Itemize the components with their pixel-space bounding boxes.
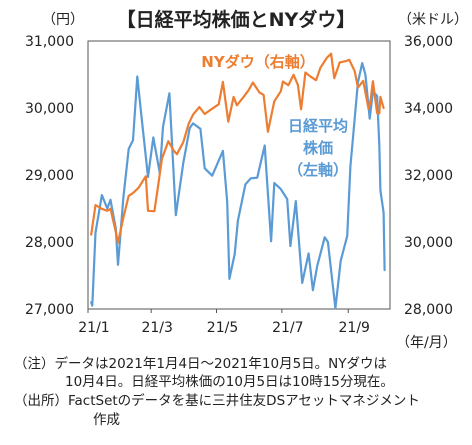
left-tick-label: 27,000 — [25, 302, 74, 318]
x-axis-unit: （年/月） — [396, 335, 457, 351]
right-tick-label: 30,000 — [404, 235, 453, 251]
series-label-nikkei: 日経平均株価 （左軸） — [288, 117, 348, 179]
left-y-axis: 27,000 28,000 29,000 30,000 31,000 — [25, 34, 74, 318]
x-tick-label: 21/3 — [141, 320, 172, 336]
right-tick-label: 36,000 — [404, 34, 453, 50]
x-tick-label: 21/5 — [207, 320, 238, 336]
left-tick-label: 29,000 — [25, 168, 74, 184]
series-label-nikkei-line: 日経平均 — [288, 117, 348, 135]
right-axis-unit: （米ドル） — [398, 12, 468, 28]
x-tick-label: 21/9 — [339, 320, 370, 336]
series-line-nikkei — [90, 62, 386, 310]
footnote-line-2: 10月4日。日経平均株価の10月5日は10時15分現在。 — [65, 374, 394, 390]
series-line-dow — [90, 52, 385, 244]
left-tick-label: 30,000 — [25, 101, 74, 117]
footnote-line-4: 作成 — [93, 412, 120, 428]
right-y-axis: 28,000 30,000 32,000 34,000 36,000 — [404, 34, 453, 318]
right-tick-label: 28,000 — [404, 302, 453, 318]
x-axis: 21/1 21/3 21/5 21/7 21/9 — [78, 309, 370, 336]
series-label-dow: NYダウ（右軸） — [201, 53, 314, 71]
chart-title: 【日経平均株価とNYダウ】 — [117, 8, 356, 31]
right-tick-label: 32,000 — [404, 168, 453, 184]
footnote-line-3: （出所）FactSetのデータを基に三井住友DSアセットマネジメント — [14, 393, 420, 409]
left-tick-label: 28,000 — [25, 235, 74, 251]
plot-area — [87, 40, 391, 310]
left-axis-unit: （円） — [42, 12, 84, 28]
footnote-line-1: （注）データは2021年1月4日～2021年10月5日。NYダウは — [14, 356, 388, 372]
x-tick-label: 21/1 — [78, 320, 109, 336]
series-label-nikkei-line: （左軸） — [288, 161, 348, 179]
x-tick-label: 21/7 — [272, 320, 303, 336]
series-label-nikkei-line: 株価 — [303, 139, 333, 157]
right-tick-label: 34,000 — [404, 101, 453, 117]
left-tick-label: 31,000 — [25, 34, 74, 50]
